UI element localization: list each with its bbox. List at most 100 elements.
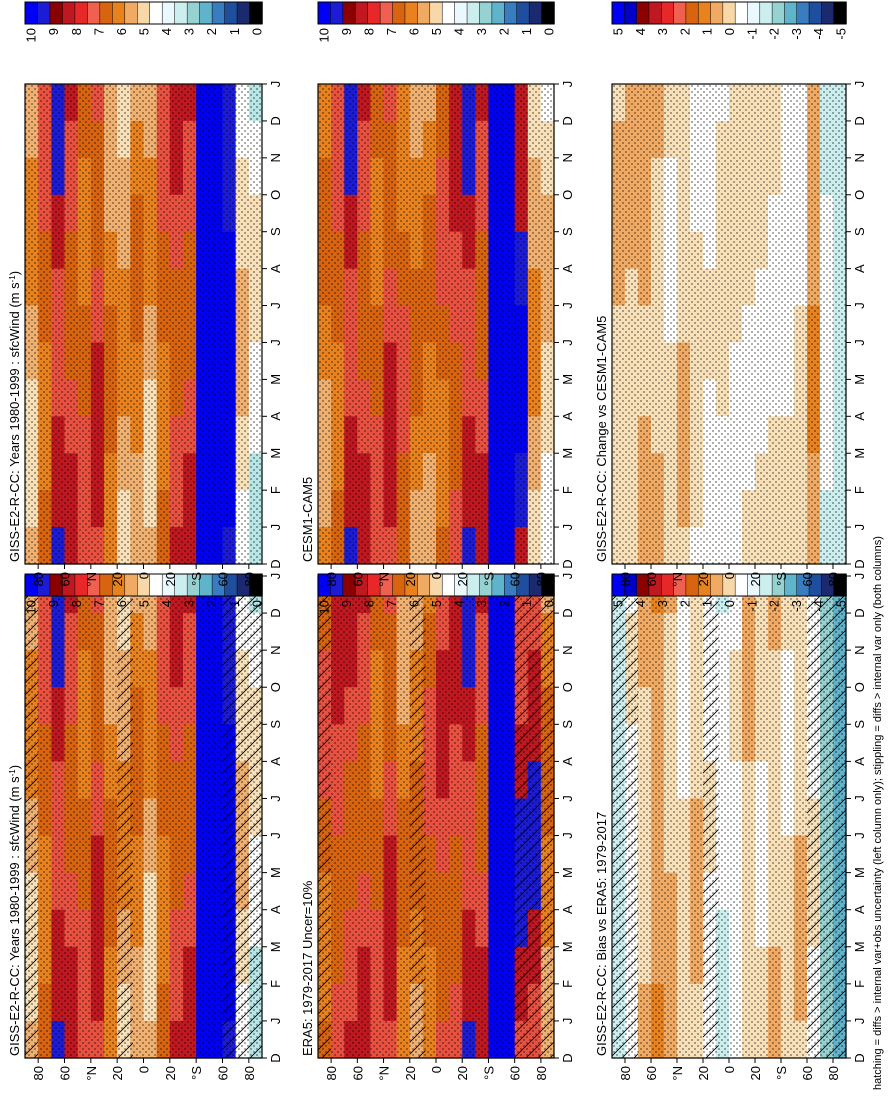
month-tick-label: A — [852, 412, 867, 421]
colorbar-swatch — [330, 1, 344, 25]
hatch-overlay-north — [612, 576, 638, 1058]
month-tick-label: N — [268, 153, 283, 162]
month-tick-label: D — [852, 1053, 867, 1062]
lat-tick-label: 60 — [350, 1066, 365, 1080]
colorbar-swatch — [429, 1, 443, 25]
lat-tick-label: 20 — [696, 1066, 711, 1080]
month-tick-label: J — [560, 524, 575, 531]
panel-title: ERA5: 1979-2017 Uncer=10% — [300, 880, 315, 1056]
colorbar-label: -1 — [744, 600, 759, 612]
month-tick-label: J — [852, 573, 867, 580]
colorbar-swatch — [528, 1, 543, 25]
colorbar-swatch — [747, 1, 761, 25]
colorbar-label: -5 — [833, 28, 848, 40]
colorbar-swatch — [710, 1, 724, 25]
month-tick-label: A — [852, 905, 867, 914]
colorbar-swatch — [355, 1, 369, 25]
colorbar-swatch — [404, 1, 419, 25]
lat-tick-label: °S — [774, 572, 789, 586]
colorbar-swatch — [516, 1, 530, 25]
month-tick-label: A — [560, 264, 575, 273]
month-tick-label: D — [852, 116, 867, 125]
colorbar-swatch — [624, 1, 638, 25]
month-tick-label: S — [268, 720, 283, 729]
lat-tick-label: 20 — [163, 572, 178, 586]
colorbar-label: 10 — [317, 28, 332, 42]
colorbar-swatch — [249, 1, 263, 25]
month-tick-label: J — [560, 795, 575, 802]
colorbar-label: 2 — [677, 600, 692, 607]
month-tick-label: A — [268, 905, 283, 914]
lat-tick-label: 80 — [324, 572, 339, 586]
colorbar-swatch — [149, 573, 163, 597]
stipple-overlay — [612, 84, 846, 564]
colorbar-swatch — [821, 1, 835, 25]
lat-tick-label: 20 — [110, 1066, 125, 1080]
panel-title: GISS-E2-R-CC: Bias vs ERA5: 1979-2017 — [594, 812, 609, 1056]
lat-tick-label: 20 — [455, 572, 470, 586]
month-tick-label: J — [852, 524, 867, 531]
month-tick-label: J — [268, 1018, 283, 1025]
month-tick-label: F — [560, 486, 575, 494]
colorbar-swatch — [833, 1, 847, 25]
lat-tick-label: 60 — [644, 1066, 659, 1080]
month-tick-label: F — [268, 486, 283, 494]
colorbar-swatch — [62, 1, 76, 25]
lat-tick-label: 80 — [31, 1066, 46, 1080]
lat-tick-label: 0 — [722, 572, 737, 579]
colorbar-label: 9 — [46, 28, 61, 35]
month-tick-label: D — [852, 608, 867, 617]
lat-tick-label: 80 — [324, 1066, 339, 1080]
lat-tick-label: 80 — [534, 572, 549, 586]
colorbar-swatch — [734, 573, 749, 597]
lat-tick-label: 60 — [508, 572, 523, 586]
colorbar-swatch — [441, 573, 456, 597]
colorbar-swatch — [367, 1, 381, 25]
month-tick-label: F — [852, 486, 867, 494]
month-tick-label: D — [560, 1053, 575, 1062]
colorbar-label: 4 — [633, 28, 648, 35]
month-tick-label: J — [268, 795, 283, 802]
lat-tick-label: 60 — [800, 572, 815, 586]
colorbar-swatch — [149, 1, 163, 25]
lat-tick-label: 20 — [403, 1066, 418, 1080]
colorbar-label: 10 — [24, 28, 39, 42]
lat-tick-label: °N — [377, 572, 392, 587]
lat-tick-label: °N — [377, 1066, 392, 1081]
colorbar-swatch — [87, 1, 101, 25]
colorbar-swatch — [697, 1, 712, 25]
colorbar-swatch — [685, 1, 699, 25]
month-tick-label: M — [268, 867, 283, 878]
colorbar-label: -2 — [767, 600, 782, 612]
month-tick-label: A — [268, 757, 283, 766]
colorbar-frame — [611, 573, 847, 597]
lat-tick-label: 80 — [618, 1066, 633, 1080]
lat-tick-label: °N — [84, 572, 99, 587]
colorbar-frame — [24, 1, 263, 25]
month-tick-label: J — [268, 302, 283, 309]
colorbar-swatch — [479, 1, 493, 25]
month-tick-label: O — [268, 682, 283, 692]
colorbar-label: 0 — [541, 600, 556, 607]
colorbar-frame — [24, 573, 263, 597]
colorbar-label: 1 — [700, 600, 715, 607]
lat-tick-label: °S — [481, 572, 496, 586]
colorbar-label: 0 — [541, 28, 556, 35]
title-units-superscript: -1 — [8, 275, 17, 283]
lat-tick-label: 60 — [58, 572, 73, 586]
month-tick-label: M — [560, 867, 575, 878]
month-tick-label: A — [560, 757, 575, 766]
colorbar-swatch — [417, 1, 431, 25]
lat-tick-label: 80 — [618, 572, 633, 586]
hatch-overlay-north — [25, 576, 39, 1058]
colorbar-label: 4 — [451, 28, 466, 35]
colorbar-label: 1 — [227, 28, 242, 35]
lat-tick-label: °N — [84, 1066, 99, 1081]
month-tick-label: J — [560, 81, 575, 88]
month-tick-label: M — [852, 867, 867, 878]
colorbar-label: 3 — [655, 28, 670, 35]
colorbar-label: -4 — [811, 28, 826, 40]
month-tick-label: J — [852, 832, 867, 839]
